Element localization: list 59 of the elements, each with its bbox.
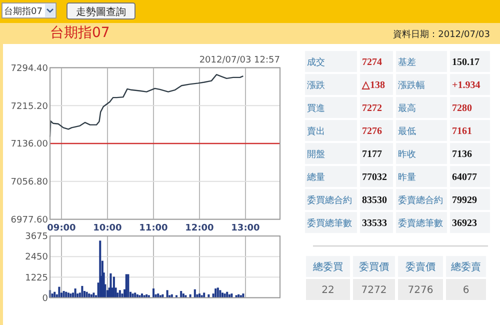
text: 委賣總筆數 <box>398 218 443 229</box>
y-tick-label: 6977.60 <box>10 215 48 226</box>
x-tick-label: 10:00 <box>93 223 122 234</box>
text: 33533 <box>362 218 387 229</box>
text: 77032 <box>362 172 387 183</box>
text: 最低 <box>398 126 416 137</box>
text: 基差 <box>398 57 416 68</box>
x-tick-label: 11:00 <box>139 223 168 234</box>
text: 昨收 <box>398 149 416 160</box>
text: 7272 <box>361 285 387 296</box>
text: △138 <box>361 80 385 91</box>
y-tick-label: 7136.00 <box>10 140 48 150</box>
text: 買進 <box>307 103 325 114</box>
text: 7276 <box>408 285 434 296</box>
x-tick-label: 13:00 <box>231 223 260 234</box>
x-tick-label: 09:00 <box>47 223 76 234</box>
text: 7274 <box>362 57 382 68</box>
text: 總委買 <box>312 261 343 273</box>
text: 委賣價 <box>406 261 436 273</box>
y-tick-label: 0 <box>42 294 48 304</box>
text: 總量 <box>306 172 325 183</box>
text: 漲跌幅 <box>398 80 425 91</box>
text: 賣出 <box>307 126 325 137</box>
text: 7161 <box>452 126 472 137</box>
text: 7280 <box>452 103 472 114</box>
text: 資料日期：2012/07/03 <box>393 29 490 40</box>
y-tick-label: 2450 <box>25 252 48 263</box>
chart-title: 台期指07 <box>50 25 110 41</box>
text: 2012/07/03 12:57 <box>199 56 280 66</box>
text: 150.17 <box>452 57 480 68</box>
text: 64077 <box>452 172 477 183</box>
text: 7136 <box>452 149 472 160</box>
y-tick-label: 3675 <box>25 232 48 242</box>
text: 7272 <box>362 103 382 114</box>
y-tick-label: 1225 <box>25 273 48 284</box>
y-tick-label: 7215.20 <box>10 102 48 112</box>
x-tick-label: 12:00 <box>185 223 214 234</box>
text: 7276 <box>362 126 382 137</box>
text: 委買價 <box>359 261 389 273</box>
text: 委賣總合約 <box>398 195 443 206</box>
text: 22 <box>322 285 334 296</box>
text: 最高 <box>398 103 416 114</box>
button: 走勢圖查詢 <box>66 2 136 20</box>
text: 79929 <box>452 195 477 206</box>
text: 7177 <box>362 149 382 160</box>
text: 開盤 <box>307 149 325 160</box>
text: 委買總合約 <box>307 195 352 206</box>
y-tick-label: 7056.80 <box>10 178 48 188</box>
y-tick-label: 7294.40 <box>10 64 48 74</box>
text: 委買總筆數 <box>307 218 352 229</box>
text: 83530 <box>362 195 387 206</box>
text: 總委賣 <box>450 261 481 273</box>
text: 成交 <box>307 57 325 68</box>
text: 6 <box>462 285 470 296</box>
text: 36923 <box>452 218 477 229</box>
text: 漲跌 <box>307 80 325 91</box>
text: +1.934 <box>452 80 480 91</box>
dropdown: 台期指07 <box>2 2 56 18</box>
text: 昨量 <box>398 172 416 183</box>
